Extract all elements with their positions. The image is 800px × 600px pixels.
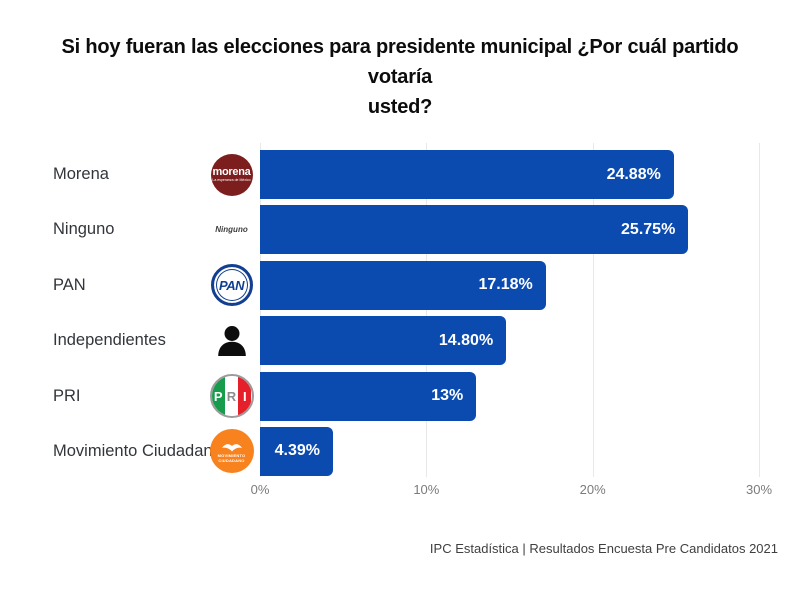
plot-gridlines: [260, 143, 760, 477]
bar-independientes: 14.80%: [260, 316, 507, 366]
chart-title-line1: Si hoy fueran las elecciones para presid…: [61, 36, 739, 88]
bar-movimiento-ciudadano: 4.39%: [260, 426, 334, 476]
pri-letter-r: R: [224, 376, 239, 417]
ninguno-text-icon: Ninguno: [215, 225, 248, 235]
bar-track: 14.80%: [260, 316, 759, 366]
bar-track: 4.39%: [260, 426, 759, 476]
value-label-movimiento-ciudadano: 4.39%: [274, 442, 321, 460]
value-label-pri: 13%: [431, 387, 464, 405]
bar-morena: 24.88%: [260, 150, 674, 199]
value-label-pan: 17.18%: [478, 276, 533, 294]
x-tick-30pct: 30%: [745, 482, 773, 497]
bar-pri: 13%: [260, 371, 477, 421]
category-label-pri: PRI: [53, 386, 81, 405]
morena-logo-icon: morena La esperanza de México: [203, 153, 260, 196]
x-tick-0pct: 0%: [250, 482, 270, 497]
x-tick-10pct: 10%: [413, 482, 440, 497]
bar-row-pan: PAN PAN 17.18%: [0, 260, 800, 310]
source-caption: IPC Estadística | Resultados Encuesta Pr…: [429, 541, 778, 556]
category-label-morena: Morena: [53, 165, 109, 183]
pan-logo-icon: PAN: [203, 264, 260, 307]
bar-track: 17.18%: [260, 260, 759, 310]
x-axis: 0% 10% 20% 30%: [251, 482, 772, 502]
bar-row-pri: PRI P R I 13%: [0, 371, 800, 421]
value-label-morena: 24.88%: [606, 165, 661, 183]
category-label-movimiento-ciudadano: Movimiento Ciudadano: [53, 441, 222, 460]
morena-logo-subtext: La esperanza de México: [212, 178, 251, 182]
bar-row-morena: Morena morena La esperanza de México 24.…: [0, 150, 800, 199]
gridline-30pct: [759, 143, 760, 477]
gridline-10pct: [426, 143, 428, 477]
gridline-20pct: [592, 143, 594, 477]
pri-letter-p: P: [211, 376, 225, 417]
gridline-0pct: [260, 143, 261, 477]
category-label-independientes: Independientes: [53, 331, 166, 350]
person-silhouette-icon: [203, 321, 260, 361]
bar-track: 24.88%: [260, 150, 759, 199]
pan-logo-text: PAN: [219, 277, 244, 293]
bar-ninguno: 25.75%: [260, 205, 689, 255]
x-tick-20pct: 20%: [579, 482, 606, 497]
bar-rows: Morena morena La esperanza de México 24.…: [0, 150, 800, 482]
pri-logo-icon: P R I: [203, 374, 260, 419]
value-label-ninguno: 25.75%: [621, 220, 676, 238]
mc-logo-text-line2: CIUDADANO: [218, 457, 245, 463]
bar-pan: 17.18%: [260, 260, 546, 310]
pri-letter-i: I: [238, 376, 252, 417]
category-label-ninguno: Ninguno: [53, 220, 115, 239]
morena-logo-text: morena: [212, 166, 251, 178]
category-label-pan: PAN: [53, 275, 86, 294]
bar-track: 13%: [260, 371, 759, 421]
mc-logo-text-line1: MOVIMIENTO: [217, 452, 246, 458]
chart-title: Si hoy fueran las elecciones para presid…: [38, 32, 762, 122]
bar-row-movimiento-ciudadano: Movimiento Ciudadano MOVIMIENTO CIUDADAN…: [0, 426, 800, 476]
chart-title-line2: usted?: [367, 96, 433, 118]
bar-track: 25.75%: [260, 205, 759, 255]
bar-row-independientes: Independientes 14.80%: [0, 316, 800, 366]
eagle-icon: [221, 444, 242, 452]
value-label-independientes: 14.80%: [438, 331, 494, 349]
movimiento-ciudadano-logo-icon: MOVIMIENTO CIUDADANO: [203, 429, 260, 474]
bar-row-ninguno: Ninguno Ninguno 25.75%: [0, 205, 800, 255]
